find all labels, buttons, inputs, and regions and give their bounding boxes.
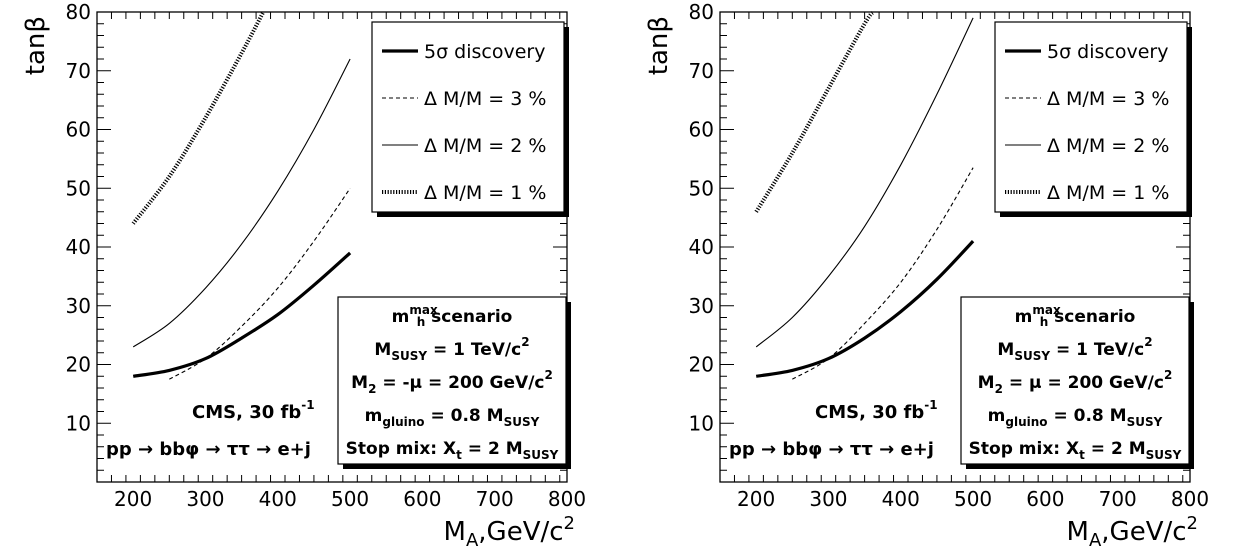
x-tick-label: 600 bbox=[403, 487, 441, 511]
x-axis-label: MA,GeV/c2 bbox=[444, 513, 575, 548]
legend-label: Δ M/M = 3 % bbox=[1047, 88, 1169, 110]
x-tick-label: 200 bbox=[737, 487, 775, 511]
process-label: pp → bbφ → ττ → e+j bbox=[106, 439, 311, 460]
y-tick-label: 80 bbox=[689, 0, 714, 24]
x-tick-label: 500 bbox=[331, 487, 369, 511]
y-tick-label: 20 bbox=[689, 353, 714, 377]
cms-luminosity-label: CMS, 30 fb-1 bbox=[192, 398, 315, 423]
y-tick-label: 50 bbox=[689, 176, 714, 200]
legend-label: Δ M/M = 1 % bbox=[1047, 182, 1169, 204]
legend bbox=[371, 21, 565, 213]
x-tick-label: 300 bbox=[186, 487, 224, 511]
legend-label: Δ M/M = 3 % bbox=[424, 88, 546, 110]
scenario-line: mmax h scenario bbox=[392, 303, 513, 329]
x-tick-label: 700 bbox=[1099, 487, 1137, 511]
scenario-line: M2 = μ = 200 GeV/c2 bbox=[978, 368, 1173, 396]
x-tick-label: 500 bbox=[954, 487, 992, 511]
y-tick-label: 60 bbox=[689, 118, 714, 142]
series-line-dashed bbox=[169, 187, 351, 380]
series-line-solid bbox=[755, 17, 974, 348]
scenario-line: Stop mix: Xt = 2 MSUSY bbox=[346, 439, 559, 462]
x-tick-label: 300 bbox=[809, 487, 847, 511]
x-tick-label: 400 bbox=[259, 487, 297, 511]
legend-label: Δ M/M = 2 % bbox=[424, 135, 546, 157]
y-tick-label: 80 bbox=[66, 0, 91, 24]
series-line-dotted bbox=[131, 11, 266, 225]
scenario-line: M2 = -μ = 200 GeV/c2 bbox=[351, 368, 553, 396]
scenario-line: MSUSY = 1 TeV/c2 bbox=[374, 335, 529, 363]
y-tick-label: 70 bbox=[66, 59, 91, 83]
chart-panel-right: 200 300 400 500 600 700 800 10 20 30 40 50 60 70 80 tan… bbox=[644, 0, 1209, 548]
series-line-thick bbox=[755, 240, 975, 378]
cms-luminosity-label: CMS, 30 fb-1 bbox=[815, 398, 938, 423]
y-tick-label: 10 bbox=[66, 411, 91, 435]
x-tick-label: 800 bbox=[1171, 487, 1209, 511]
series-line-thick bbox=[132, 251, 352, 378]
y-tick-label: 30 bbox=[66, 294, 91, 318]
scenario-box bbox=[960, 296, 1190, 465]
y-axis-label: tanβ bbox=[21, 16, 51, 75]
x-tick-label: 700 bbox=[476, 487, 514, 511]
series-line-dashed bbox=[792, 167, 974, 380]
chart-panel-left: 200 300 400 500 600 700 800 10 20 30 40 50 60 70 80 tan… bbox=[21, 0, 586, 548]
legend-label: 5σ discovery bbox=[1047, 41, 1168, 63]
x-tick-label: 600 bbox=[1026, 487, 1064, 511]
scenario-line: mgluino = 0.8 MSUSY bbox=[988, 406, 1163, 429]
scenario-line: Stop mix: Xt = 2 MSUSY bbox=[969, 439, 1182, 462]
series-line-solid bbox=[132, 58, 351, 348]
scenario-line: MSUSY = 1 TeV/c2 bbox=[997, 335, 1152, 363]
x-tick-label: 400 bbox=[882, 487, 920, 511]
plot-area: 200 300 400 500 600 700 800 10 20 30 40 50 60 70 80 tan… bbox=[644, 0, 1209, 548]
scenario-box bbox=[337, 296, 567, 465]
y-tick-label: 40 bbox=[66, 235, 91, 259]
legend-label: Δ M/M = 2 % bbox=[1047, 135, 1169, 157]
y-tick-label: 70 bbox=[689, 59, 714, 83]
process-label: pp → bbφ → ττ → e+j bbox=[729, 439, 934, 460]
y-tick-label: 40 bbox=[689, 235, 714, 259]
y-tick-label: 10 bbox=[689, 411, 714, 435]
x-tick-label: 200 bbox=[114, 487, 152, 511]
scenario-line: mgluino = 0.8 MSUSY bbox=[365, 406, 540, 429]
y-tick-label: 60 bbox=[66, 118, 91, 142]
x-tick-label: 800 bbox=[548, 487, 586, 511]
legend-label: Δ M/M = 1 % bbox=[424, 182, 546, 204]
scenario-line: mmax h scenario bbox=[1015, 303, 1136, 329]
legend bbox=[994, 21, 1188, 213]
y-axis-label: tanβ bbox=[644, 16, 674, 75]
x-axis-label: MA,GeV/c2 bbox=[1067, 513, 1198, 548]
legend-label: 5σ discovery bbox=[424, 41, 545, 63]
y-tick-label: 30 bbox=[689, 294, 714, 318]
y-tick-label: 50 bbox=[66, 176, 91, 200]
series-line-dotted bbox=[754, 10, 875, 213]
y-tick-label: 20 bbox=[66, 353, 91, 377]
plot-area: 200 300 400 500 600 700 800 10 20 30 40 50 60 70 80 tan… bbox=[21, 0, 586, 548]
